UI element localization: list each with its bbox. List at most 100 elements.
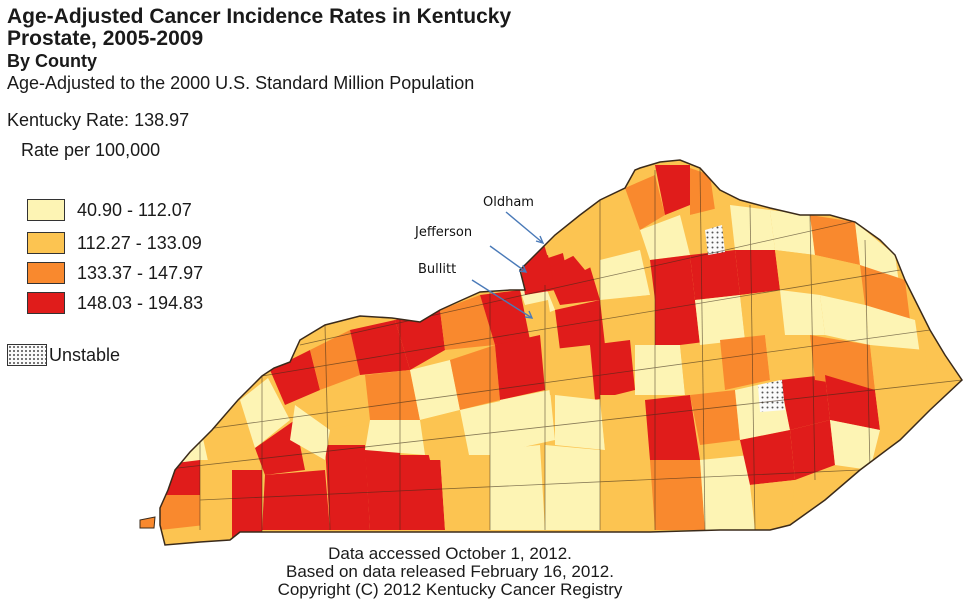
- county: [600, 395, 645, 450]
- county: [555, 300, 605, 350]
- map-title-line2: Prostate, 2005-2009: [7, 27, 204, 50]
- county: [400, 455, 445, 530]
- county: [365, 370, 420, 420]
- county: [700, 455, 755, 530]
- county: [740, 290, 785, 340]
- legend-item: 148.03 - 194.83: [27, 291, 203, 315]
- county: [590, 210, 640, 260]
- footer-copyright: Copyright (C) 2012 Kentucky Cancer Regis…: [277, 580, 623, 599]
- county: [365, 420, 425, 455]
- county: [825, 375, 880, 430]
- county: [860, 265, 910, 320]
- county: [735, 250, 780, 295]
- county: [635, 345, 685, 395]
- county: [655, 165, 690, 215]
- county: [290, 405, 330, 460]
- legend-title: Rate per 100,000: [21, 140, 161, 160]
- legend-item: 40.90 - 112.07: [27, 198, 192, 222]
- map-title: Age-Adjusted Cancer Incidence Rates in K…: [7, 5, 512, 28]
- kentucky-outline: [159, 159, 963, 546]
- county: [365, 450, 400, 530]
- county: [590, 340, 635, 400]
- county: [232, 470, 262, 545]
- county: [810, 215, 860, 265]
- legend-swatch: [27, 232, 65, 254]
- county: [545, 445, 600, 530]
- county-jefferson: [520, 255, 555, 295]
- callout-arrows: [471, 211, 545, 319]
- county: [655, 300, 700, 345]
- county: [560, 225, 605, 270]
- county: [750, 480, 795, 530]
- county: [780, 375, 830, 430]
- county-fills: [160, 160, 962, 545]
- county: [420, 410, 470, 460]
- county-fragment: [139, 516, 156, 529]
- kentucky-rate: Kentucky Rate: 138.97: [7, 110, 190, 130]
- legend-swatch: [27, 262, 65, 284]
- county: [310, 330, 360, 390]
- county: [780, 290, 825, 335]
- age-adjust-note: Age-Adjusted to the 2000 U.S. Standard M…: [7, 73, 475, 93]
- footer-accessed: Data accessed October 1, 2012.: [328, 544, 572, 563]
- county: [350, 320, 410, 375]
- county: [765, 335, 815, 380]
- county: [262, 470, 330, 530]
- county-unstable: [758, 380, 785, 412]
- county: [730, 205, 775, 250]
- county: [500, 390, 555, 450]
- county: [650, 255, 695, 300]
- county: [695, 295, 745, 345]
- legend-label: 148.03 - 194.83: [77, 292, 204, 313]
- county: [830, 420, 880, 470]
- callout-oldham: Oldham: [483, 195, 534, 210]
- county: [240, 378, 290, 448]
- county: [495, 335, 545, 400]
- county: [820, 295, 870, 345]
- callout-jefferson: Jefferson: [415, 225, 473, 240]
- county: [770, 210, 815, 255]
- county: [640, 215, 690, 260]
- legend-label: 133.37 - 147.97: [77, 262, 204, 283]
- legend-unstable: Unstable: [7, 344, 120, 366]
- county: [545, 345, 595, 400]
- county: [410, 360, 460, 420]
- county-unstable: [705, 225, 725, 255]
- unstable-label: Unstable: [49, 344, 121, 365]
- county: [490, 445, 545, 530]
- county: [650, 460, 705, 530]
- county: [600, 250, 650, 300]
- county: [600, 450, 655, 530]
- county: [200, 400, 250, 465]
- callout-bullitt: Bullitt: [418, 262, 457, 277]
- county: [690, 250, 740, 300]
- county: [440, 455, 490, 530]
- legend-item: 112.27 - 133.09: [27, 231, 202, 255]
- legend-swatch: [27, 199, 65, 221]
- county: [855, 222, 900, 290]
- county: [790, 420, 835, 480]
- county: [160, 495, 205, 530]
- county: [200, 460, 232, 530]
- county-bullitt: [525, 300, 552, 328]
- legend-item: 133.37 - 147.97: [27, 261, 203, 285]
- legend-label: 40.90 - 112.07: [77, 199, 192, 220]
- county: [865, 305, 920, 355]
- county: [690, 390, 740, 445]
- county: [605, 295, 655, 345]
- legend-label: 112.27 - 133.09: [77, 232, 202, 253]
- county: [775, 250, 820, 295]
- county: [325, 445, 370, 530]
- footer-released: Based on data released February 16, 2012…: [286, 562, 614, 581]
- county: [720, 335, 770, 390]
- legend-swatch: [27, 292, 65, 314]
- county-borders: [160, 167, 962, 545]
- county: [320, 375, 370, 430]
- dotted-swatch-icon: [7, 344, 47, 366]
- map-subtitle: By County: [7, 51, 97, 71]
- county: [690, 168, 715, 215]
- county: [440, 295, 495, 350]
- county: [395, 310, 445, 370]
- county: [480, 290, 530, 345]
